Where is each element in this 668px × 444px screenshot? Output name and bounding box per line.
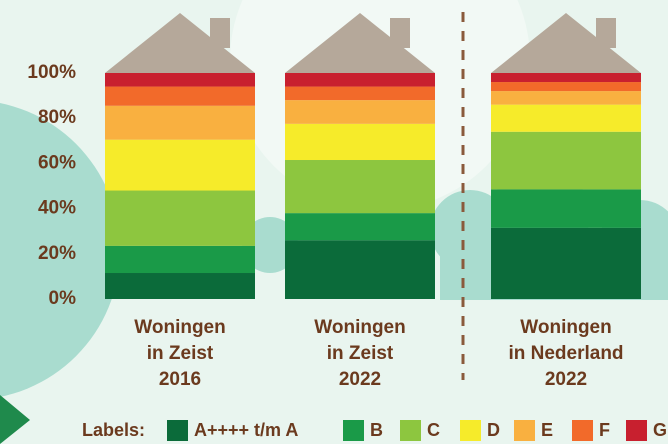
- x-tick-label: Woningen: [134, 317, 225, 338]
- legend-swatch: [343, 420, 364, 441]
- roof: [491, 13, 641, 73]
- legend-label: B: [370, 420, 383, 440]
- bar-segment: [491, 82, 641, 92]
- bar-segment: [105, 86, 255, 106]
- cloud: [242, 217, 298, 273]
- bar-segment: [105, 273, 255, 299]
- legend-swatch: [400, 420, 421, 441]
- bar-segment: [491, 189, 641, 228]
- legend-label: A++++ t/m A: [194, 420, 298, 440]
- bar-segment: [491, 104, 641, 132]
- legend-label: G: [653, 420, 667, 440]
- bar-segment: [491, 91, 641, 105]
- x-tick-label: 2022: [545, 369, 587, 390]
- legend-label: F: [599, 420, 610, 440]
- y-tick-label: 60%: [38, 152, 76, 173]
- bar-segment: [105, 73, 255, 87]
- y-tick-label: 40%: [38, 198, 76, 219]
- bar-segment: [285, 240, 435, 299]
- y-tick-label: 0%: [49, 288, 77, 309]
- roof: [105, 13, 255, 73]
- legend-swatch: [514, 420, 535, 441]
- bar-segment: [491, 73, 641, 83]
- bar-segment: [491, 131, 641, 190]
- decor: [0, 395, 30, 444]
- bar-segment: [285, 86, 435, 101]
- bar-segment: [105, 105, 255, 140]
- bar-segment: [285, 100, 435, 124]
- bar-segment: [285, 123, 435, 161]
- chimney: [210, 18, 230, 48]
- x-tick-label: in Zeist: [147, 343, 214, 364]
- y-tick-label: 80%: [38, 107, 76, 128]
- legend-title: Labels:: [82, 420, 145, 440]
- bar-segment: [105, 190, 255, 246]
- legend-swatch: [626, 420, 647, 441]
- x-tick-label: in Nederland: [508, 343, 623, 364]
- bar-segment: [285, 73, 435, 87]
- x-tick-label: 2016: [159, 369, 201, 390]
- bar-segment: [105, 139, 255, 191]
- x-tick-label: Woningen: [314, 317, 405, 338]
- roof: [285, 13, 435, 73]
- bar-segment: [491, 227, 641, 299]
- legend-label: E: [541, 420, 553, 440]
- bar-segment: [105, 245, 255, 274]
- legend-label: D: [487, 420, 500, 440]
- bar-segment: [285, 213, 435, 241]
- chimney: [596, 18, 616, 48]
- y-tick-label: 20%: [38, 243, 76, 264]
- legend-label: C: [427, 420, 440, 440]
- legend-swatch: [572, 420, 593, 441]
- x-tick-label: 2022: [339, 369, 381, 390]
- bar-segment: [285, 160, 435, 214]
- chimney: [390, 18, 410, 48]
- legend-swatch: [460, 420, 481, 441]
- y-tick-label: 100%: [27, 62, 76, 83]
- legend-swatch: [167, 420, 188, 441]
- cloud: [0, 103, 120, 397]
- x-tick-label: Woningen: [520, 317, 611, 338]
- x-tick-label: in Zeist: [327, 343, 394, 364]
